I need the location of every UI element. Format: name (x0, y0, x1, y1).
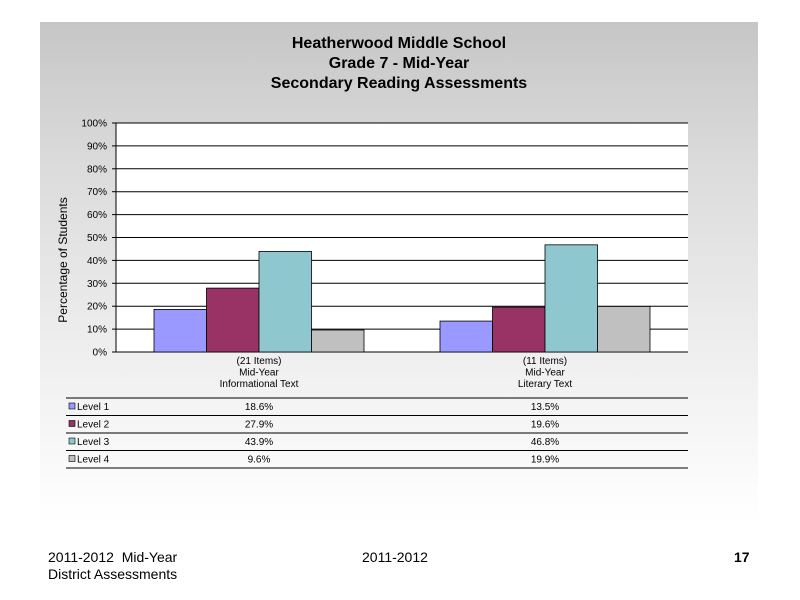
legend-label: Level 1 (77, 402, 110, 413)
y-tick-label: 100% (81, 119, 107, 130)
table-value: 19.9% (531, 455, 559, 466)
table-value: 19.6% (531, 420, 559, 431)
y-tick-label: 80% (87, 164, 107, 175)
y-tick-label: 0% (93, 348, 108, 359)
chart-title: Heatherwood Middle School Grade 7 - Mid-… (40, 34, 758, 94)
legend-label: Level 4 (77, 455, 110, 466)
y-tick-label: 60% (87, 210, 107, 221)
bar-level-1-cat-1 (153, 309, 207, 353)
y-tick-label: 70% (87, 187, 107, 198)
footer-center: 2011-2012 (362, 549, 428, 565)
x-category-label: Literary Text (518, 379, 573, 390)
bar-level-2-cat-2 (492, 306, 546, 353)
table-value: 18.6% (245, 402, 273, 413)
table-value: 43.9% (245, 437, 273, 448)
y-tick-label: 10% (87, 325, 107, 336)
y-tick-label: 30% (87, 279, 107, 290)
y-tick-label: 50% (87, 233, 107, 244)
bar-level-1-cat-2 (439, 320, 493, 353)
legend-label: Level 2 (77, 420, 110, 431)
y-axis-label: Percentage of Students (56, 197, 70, 322)
data-table: Level 1 18.6% 13.5% Level 2 27.9% 19.6% Level … (66, 397, 688, 469)
chart-title-line-2: Grade 7 - Mid-Year (328, 55, 470, 72)
x-category-label: Mid-Year (239, 368, 279, 379)
x-category-label: Informational Text (220, 379, 299, 390)
y-tick-label: 40% (87, 256, 107, 267)
bar-level-3-cat-2 (544, 244, 598, 353)
footer-left: 2011-2012 Mid-Year District Assessments (48, 549, 177, 583)
legend-swatch (68, 455, 76, 462)
legend-label: Level 3 (77, 437, 110, 448)
y-tick-label: 20% (87, 302, 107, 313)
footer-left-line-1: 2011-2012 Mid-Year (48, 549, 178, 565)
bar-level-4-cat-1 (311, 329, 365, 353)
x-category-label: (11 Items) (523, 356, 567, 367)
x-category-label: (21 Items) (236, 356, 281, 367)
plot-area: 0% 10% 20% 30% 40% 50% 60% 70% 80% 90% 100% (21 Ite… (81, 119, 688, 390)
table-value: 46.8% (531, 437, 559, 448)
table-value: 13.5% (531, 402, 559, 413)
legend-swatch (68, 402, 76, 410)
legend-swatch (68, 437, 76, 445)
bar-level-3-cat-1 (258, 251, 312, 353)
bar-level-2-cat-1 (206, 287, 260, 353)
x-category-label: Mid-Year (525, 368, 565, 379)
footer-left-line-2: District Assessments (48, 566, 178, 582)
table-value: 27.9% (245, 420, 273, 431)
legend-swatch (68, 420, 76, 427)
table-value: 9.6% (248, 455, 271, 466)
page-number: 17 (734, 549, 750, 565)
chart-title-line-1: Heatherwood Middle School (291, 35, 507, 52)
y-tick-label: 90% (87, 141, 107, 152)
bar-level-4-cat-2 (597, 306, 651, 353)
chart-title-line-3: Secondary Reading Assessments (270, 75, 528, 92)
